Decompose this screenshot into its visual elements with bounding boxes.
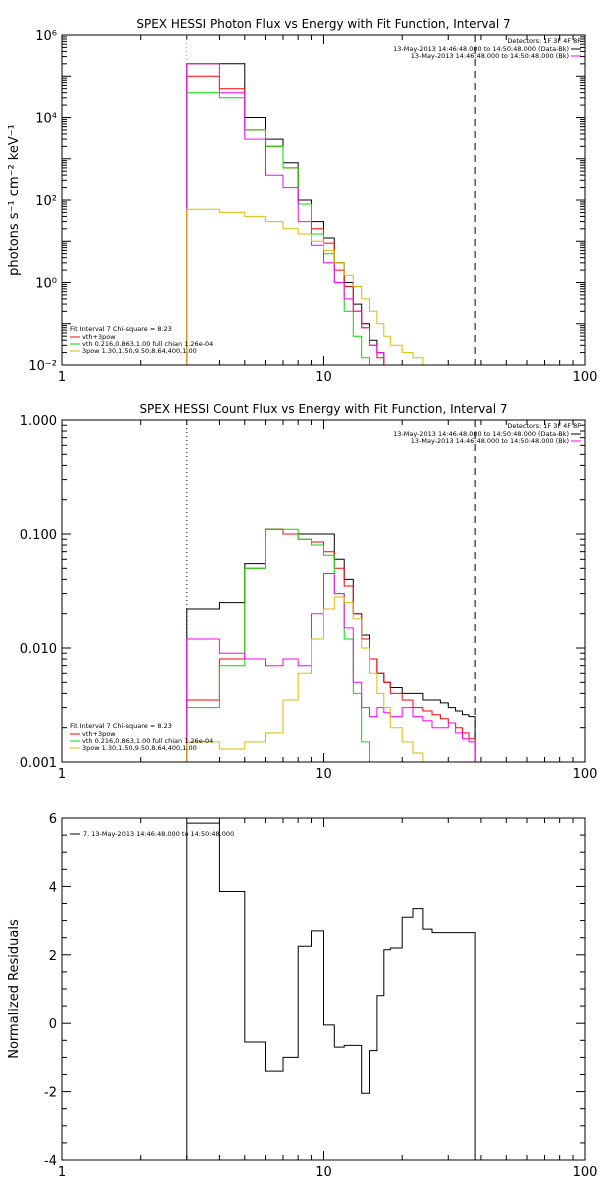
legend-entry: 13-May-2013 14:46:48.000 to 14:50:48.000…: [393, 430, 569, 438]
legend-entry: vth 0.216,0.863,1.00 full chian 1.26e-04: [82, 737, 213, 745]
y-tick-label: 10²: [35, 194, 57, 209]
series-line-1: [186, 75, 385, 365]
x-tick-label: 100: [573, 1165, 598, 1180]
x-tick-label: 100: [573, 370, 598, 385]
x-tick-label: 1: [58, 767, 66, 782]
series-line-0: [186, 822, 476, 1160]
plot-area: [186, 63, 433, 365]
y-axis-label: photons s⁻¹ cm⁻² keV⁻¹: [7, 124, 22, 276]
plot-frame: [61, 817, 586, 1161]
y-tick-label: 10⁶: [35, 29, 57, 44]
series-line-3: [186, 573, 476, 762]
x-tick-label: 10: [315, 767, 332, 782]
y-tick-label: 0: [49, 1017, 57, 1032]
y-tick-label: 10⁻²: [28, 359, 57, 374]
y-tick-label: 0.001: [20, 756, 57, 771]
legend-entry: 3pow 1.30,1.50,9.50,8.64,400,1.00: [82, 347, 197, 355]
legend-entry: 3pow 1.30,1.50,9.50,8.64,400,1.00: [82, 744, 197, 752]
series-line-4: [186, 596, 433, 762]
legend-entry: vth 0.216,0.863,1.00 full chian 1.26e-04: [82, 340, 213, 348]
legend-entry: 13-May-2013 14:46:48.000 to 14:50:48.000…: [411, 437, 569, 445]
y-tick-label: 4: [49, 880, 57, 895]
x-tick-label: 10: [315, 370, 332, 385]
y-tick-label: 0.100: [20, 528, 57, 543]
y-tick-label: 0.010: [20, 642, 57, 657]
series-line-1: [186, 528, 476, 762]
series-line-2: [186, 92, 370, 365]
legend-detectors: Detectors: 1F 3F 4F 8F: [507, 37, 581, 45]
photon-flux-panel: SPEX HESSI Photon Flux vs Energy with Fi…: [7, 17, 598, 385]
y-tick-label: -4: [44, 1154, 57, 1169]
legend-entry: vth+3pow: [82, 730, 116, 738]
x-tick-label: 1: [58, 370, 66, 385]
y-tick-label: 10⁰: [35, 277, 57, 292]
legend-fit-header: Fit Interval 7 Chi-square = 8.23: [70, 325, 172, 333]
legend-entry: 13-May-2013 14:46:48.000 to 14:50:48.000…: [411, 52, 569, 60]
chart-title: SPEX HESSI Count Flux vs Energy with Fit…: [139, 402, 507, 416]
x-tick-label: 1: [58, 1165, 66, 1180]
residuals-panel: Normalized Residuals 1 10 100 -4 -2 0 2 4 6 7. 13-…: [7, 812, 598, 1180]
plot-frame: [61, 419, 586, 763]
legend-detectors: Detectors: 1F 3F 4F 8F: [507, 422, 581, 430]
y-tick-label: 2: [49, 949, 57, 964]
y-axis-label: Normalized Residuals: [7, 919, 22, 1059]
legend-entry: 13-May-2013 14:46:48.000 to 14:50:48.000…: [393, 45, 569, 53]
legend-entry: 7. 13-May-2013 14:46:48.000 to 14:50:48.…: [83, 830, 234, 838]
series-line-4: [186, 208, 433, 365]
legend-entry: vth+3pow: [82, 333, 116, 341]
y-tick-label: 6: [49, 812, 57, 827]
x-tick-label: 100: [573, 767, 598, 782]
count-flux-panel: SPEX HESSI Count Flux vs Energy with Fit…: [20, 402, 598, 782]
series-line-3: [186, 63, 391, 365]
y-tick-label: -2: [44, 1086, 57, 1101]
plot-area: [186, 822, 476, 1160]
series-line-0: [186, 63, 391, 365]
y-tick-label: 10⁴: [35, 112, 57, 127]
plot-area: [186, 528, 476, 762]
y-tick-label: 1.000: [20, 414, 57, 429]
chart-title: SPEX HESSI Photon Flux vs Energy with Fi…: [136, 17, 510, 31]
x-tick-label: 10: [315, 1165, 332, 1180]
legend-fit-header: Fit Interval 7 Chi-square = 8.23: [70, 722, 172, 730]
plot-frame: [61, 34, 586, 366]
